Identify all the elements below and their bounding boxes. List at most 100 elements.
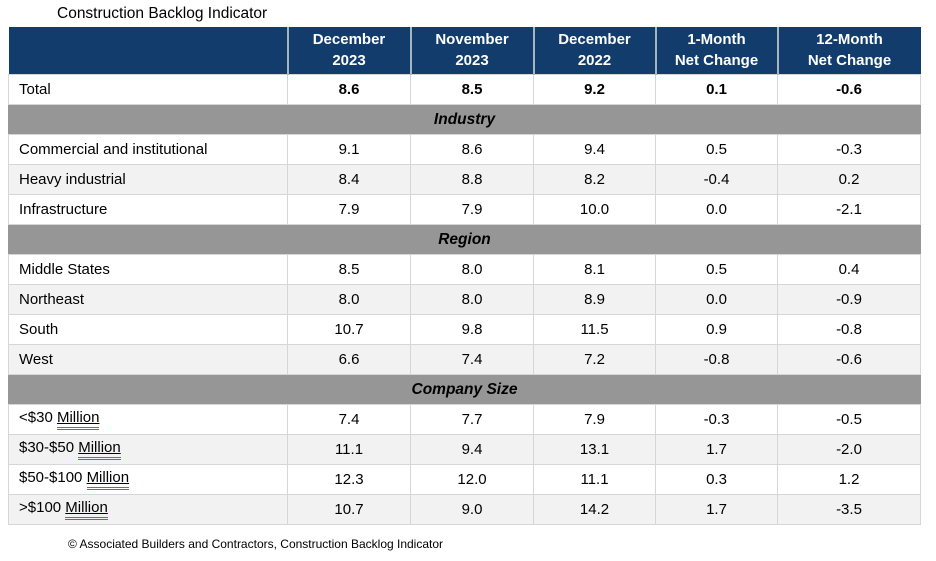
value-cell: -0.8 [777,314,921,345]
value-cell: 9.2 [533,74,656,105]
value-cell: 8.6 [287,74,411,105]
row-label: South [8,314,288,345]
table-body: Total 8.6 8.5 9.2 0.1 -0.6 Industry Commercial … [8,74,921,525]
value-cell: 8.6 [410,134,534,165]
data-row: $30-$50 Million 11.1 9.4 13.1 1.7 -2.0 [8,434,921,465]
value-cell: 7.7 [410,404,534,435]
data-row: Middle States 8.5 8.0 8.1 0.5 0.4 [8,254,921,285]
data-row: Infrastructure 7.9 7.9 10.0 0.0 -2.1 [8,194,921,225]
value-cell: -0.9 [777,284,921,315]
value-cell: -3.5 [777,494,921,525]
value-cell: -0.6 [777,344,921,375]
value-cell: 0.9 [655,314,778,345]
header-cell: 12-Month Net Change [776,27,921,75]
section-label: Region [8,224,921,255]
value-cell: 7.9 [287,194,411,225]
value-cell: -0.3 [777,134,921,165]
copyright-note: © Associated Builders and Contractors, C… [68,537,444,551]
value-cell: 8.0 [287,284,411,315]
section-row: Industry [8,104,921,135]
underlined-word: Million [78,440,121,460]
value-cell: 10.0 [533,194,656,225]
value-cell: 0.4 [777,254,921,285]
value-cell: 0.0 [655,194,778,225]
value-cell: 8.0 [410,284,534,315]
value-cell: 9.1 [287,134,411,165]
section-label: Company Size [8,374,921,405]
header-cell: 1-Month Net Change [654,27,778,75]
value-cell: 8.4 [287,164,411,195]
data-row: West 6.6 7.4 7.2 -0.8 -0.6 [8,344,921,375]
value-cell: 7.4 [287,404,411,435]
value-cell: 7.9 [410,194,534,225]
value-cell: 13.1 [533,434,656,465]
row-label: Total [8,74,288,105]
value-cell: 0.1 [655,74,778,105]
row-label: <$30 Million [8,404,288,435]
section-row: Company Size [8,374,921,405]
value-cell: 8.9 [533,284,656,315]
value-cell: 7.2 [533,344,656,375]
value-cell: 11.1 [533,464,656,495]
row-label: $50-$100 Million [8,464,288,495]
value-cell: 6.6 [287,344,411,375]
value-cell: 8.2 [533,164,656,195]
data-row: <$30 Million 7.4 7.7 7.9 -0.3 -0.5 [8,404,921,435]
value-cell: 0.5 [655,134,778,165]
value-cell: 1.7 [655,434,778,465]
data-row: Northeast 8.0 8.0 8.9 0.0 -0.9 [8,284,921,315]
section-label: Industry [8,104,921,135]
value-cell: 12.0 [410,464,534,495]
value-cell: 11.1 [287,434,411,465]
underlined-word: Million [86,470,130,490]
value-cell: 1.2 [777,464,921,495]
value-cell: 7.9 [533,404,656,435]
value-cell: 0.0 [655,284,778,315]
value-cell: 10.7 [287,314,411,345]
value-cell: 8.5 [287,254,411,285]
value-cell: 10.7 [287,494,411,525]
row-label: >$100 Million [8,494,288,525]
value-cell: -2.0 [777,434,921,465]
value-cell: 11.5 [533,314,656,345]
table-title: Construction Backlog Indicator [57,5,268,22]
underlined-word: Million [65,500,108,520]
data-row: Heavy industrial 8.4 8.8 8.2 -0.4 0.2 [8,164,921,195]
value-cell: 7.4 [410,344,534,375]
value-cell: -2.1 [777,194,921,225]
value-cell: 0.2 [777,164,921,195]
table-header: December 2023 November 2023 December 2022 1-Mo… [8,27,921,75]
row-label: Middle States [8,254,288,285]
data-row: Commercial and institutional 9.1 8.6 9.4 0.5… [8,134,921,165]
row-label: Infrastructure [8,194,288,225]
value-cell: -0.4 [655,164,778,195]
row-label: West [8,344,288,375]
header-cell: December 2023 [286,27,411,75]
value-cell: 14.2 [533,494,656,525]
value-cell: -0.3 [655,404,778,435]
row-label: Commercial and institutional [8,134,288,165]
section-row: Region [8,224,921,255]
value-cell: 9.8 [410,314,534,345]
value-cell: 1.7 [655,494,778,525]
value-cell: 8.8 [410,164,534,195]
construction-backlog-table: December 2023 November 2023 December 2022 1-Mo… [8,27,921,525]
value-cell: 9.4 [410,434,534,465]
header-cell: December 2022 [532,27,656,75]
header-cell: November 2023 [409,27,534,75]
value-cell: 12.3 [287,464,411,495]
value-cell: 9.4 [533,134,656,165]
data-row: $50-$100 Million 12.3 12.0 11.1 0.3 1.2 [8,464,921,495]
value-cell: 8.5 [410,74,534,105]
row-label: Northeast [8,284,288,315]
value-cell: 0.3 [655,464,778,495]
row-label: Heavy industrial [8,164,288,195]
data-row: Total 8.6 8.5 9.2 0.1 -0.6 [8,74,921,105]
row-label: $30-$50 Million [8,434,288,465]
underlined-word: Million [56,410,100,430]
value-cell: 8.1 [533,254,656,285]
header-cell-empty [8,27,288,75]
value-cell: 9.0 [410,494,534,525]
value-cell: 0.5 [655,254,778,285]
